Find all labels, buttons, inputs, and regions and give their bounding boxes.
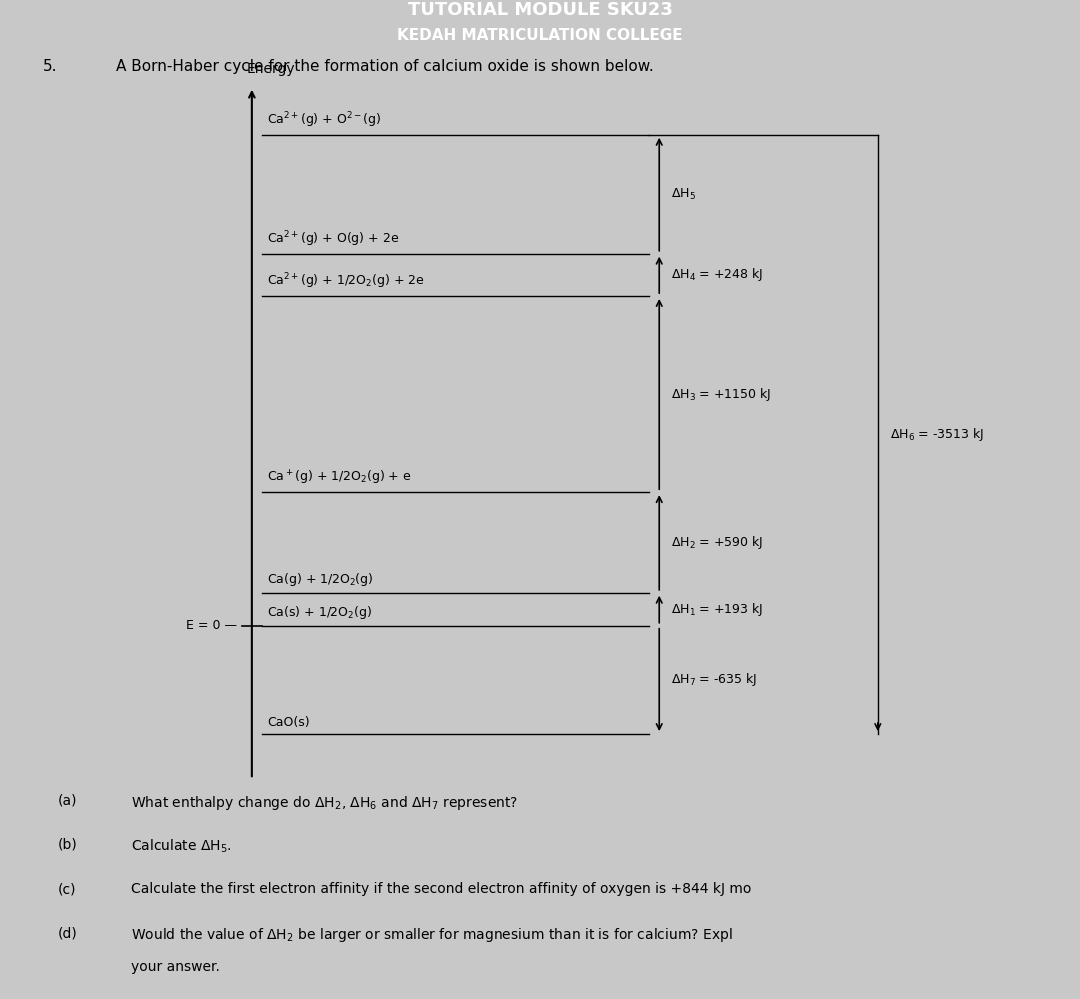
Text: (d): (d) <box>58 926 78 940</box>
Text: Ca$^{2+}$(g) + O$^{2-}$(g): Ca$^{2+}$(g) + O$^{2-}$(g) <box>267 110 381 130</box>
Text: 5.: 5. <box>42 59 57 74</box>
Text: CaO(s): CaO(s) <box>267 716 309 729</box>
Text: What enthalpy change do $\Delta$H$_2$, $\Delta$H$_6$ and $\Delta$H$_7$ represent: What enthalpy change do $\Delta$H$_2$, $… <box>132 794 518 812</box>
Text: $\Delta$H$_4$ = +248 kJ: $\Delta$H$_4$ = +248 kJ <box>671 267 764 284</box>
Text: $\Delta$H$_7$ = -635 kJ: $\Delta$H$_7$ = -635 kJ <box>671 671 757 688</box>
Text: $\Delta$H$_6$ = -3513 kJ: $\Delta$H$_6$ = -3513 kJ <box>890 426 984 443</box>
Text: Ca(g) + 1/2O$_2$(g): Ca(g) + 1/2O$_2$(g) <box>267 570 374 587</box>
Text: E = 0 —: E = 0 — <box>186 619 237 632</box>
Text: Energy: Energy <box>247 62 296 77</box>
Text: $\Delta$H$_5$: $\Delta$H$_5$ <box>671 187 696 202</box>
Text: Ca$^+$(g) + 1/2O$_2$(g) + e: Ca$^+$(g) + 1/2O$_2$(g) + e <box>267 469 411 488</box>
Text: Calculate $\Delta$H$_5$.: Calculate $\Delta$H$_5$. <box>132 838 232 855</box>
Text: A Born-Haber cycle for the formation of calcium oxide is shown below.: A Born-Haber cycle for the formation of … <box>116 59 653 74</box>
Text: $\Delta$H$_1$ = +193 kJ: $\Delta$H$_1$ = +193 kJ <box>671 600 764 617</box>
Text: KEDAH MATRICULATION COLLEGE: KEDAH MATRICULATION COLLEGE <box>397 28 683 43</box>
Text: (b): (b) <box>58 838 78 852</box>
Text: your answer.: your answer. <box>132 960 220 974</box>
Text: Ca(s) + 1/2O$_2$(g): Ca(s) + 1/2O$_2$(g) <box>267 603 372 620</box>
Text: Ca$^{2+}$(g) + O(g) + 2e: Ca$^{2+}$(g) + O(g) + 2e <box>267 229 400 249</box>
Text: (a): (a) <box>58 794 78 808</box>
Text: (c): (c) <box>58 882 77 896</box>
Text: Calculate the first electron affinity if the second electron affinity of oxygen : Calculate the first electron affinity if… <box>132 882 752 896</box>
Text: Would the value of $\Delta$H$_2$ be larger or smaller for magnesium than it is f: Would the value of $\Delta$H$_2$ be larg… <box>132 926 733 944</box>
Text: TUTORIAL MODULE SKU23: TUTORIAL MODULE SKU23 <box>407 1 673 19</box>
Text: $\Delta$H$_3$ = +1150 kJ: $\Delta$H$_3$ = +1150 kJ <box>671 386 771 403</box>
Text: $\Delta$H$_2$ = +590 kJ: $\Delta$H$_2$ = +590 kJ <box>671 534 762 551</box>
Text: Ca$^{2+}$(g) + 1/2O$_2$(g) + 2e: Ca$^{2+}$(g) + 1/2O$_2$(g) + 2e <box>267 272 424 291</box>
